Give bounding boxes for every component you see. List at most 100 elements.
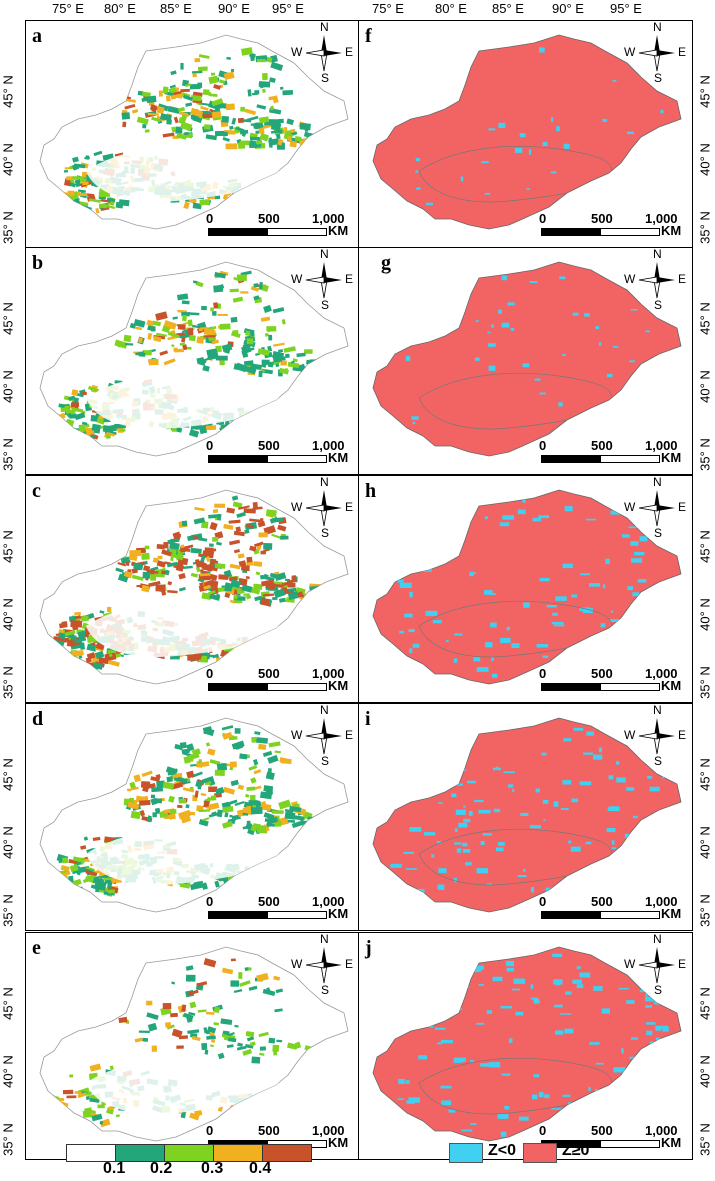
compass-n: N [653, 932, 662, 946]
north-arrow: N S W E [291, 933, 354, 997]
panel-label: b [32, 252, 44, 274]
scale-bar: 0 500 1,000 KM [206, 211, 348, 239]
compass-e: E [345, 500, 354, 514]
panel-label: c [32, 480, 41, 502]
compass-w: W [291, 728, 303, 742]
lat-tick-label: 40° N [0, 598, 16, 631]
north-arrow: N S W E [624, 932, 687, 997]
scale-zero: 0 [206, 1123, 214, 1138]
scale-unit: KM [661, 1135, 682, 1150]
compass-icon [638, 35, 675, 72]
lon-tick-label: 75° E [372, 1, 404, 16]
compass-icon [305, 35, 342, 72]
lat-tick-label: 40° N [697, 826, 713, 859]
scale-zero: 0 [539, 666, 547, 681]
compass-w: W [624, 728, 636, 742]
lat-tick-label: 45° N [0, 987, 16, 1020]
compass-s: S [321, 526, 330, 540]
scale-zero: 0 [206, 438, 214, 453]
lon-tick-label: 95° E [610, 1, 642, 16]
lat-tick-label: 35° N [0, 666, 16, 699]
compass-e: E [678, 957, 687, 971]
panel-label: i [365, 708, 371, 730]
compass-e: E [678, 45, 687, 59]
scale-max: 1,000 [312, 894, 345, 909]
lat-tick-label: 35° N [697, 894, 713, 927]
scale-zero: 0 [539, 211, 547, 226]
compass-s: S [654, 526, 663, 540]
compass-e: E [678, 500, 687, 514]
compass-w: W [624, 957, 636, 971]
compass-n: N [653, 20, 662, 34]
compass-w: W [291, 272, 303, 286]
legend-value-3: 0.4 [249, 1160, 272, 1177]
lon-tick-label: 85° E [492, 1, 524, 16]
compass-s: S [321, 754, 330, 768]
compass-n: N [320, 475, 329, 489]
z-negative-label: Z<0 [488, 1142, 517, 1159]
scale-unit: KM [661, 223, 682, 238]
scale-mid: 500 [258, 894, 280, 909]
lon-tick-label: 95° E [272, 1, 304, 16]
scale-zero: 0 [206, 894, 214, 909]
lat-tick-label: 35° N [0, 894, 16, 927]
scale-unit: KM [328, 1135, 349, 1150]
vegetation-map [39, 489, 349, 685]
vegetation-map [39, 34, 349, 230]
compass-e: E [678, 272, 687, 286]
lat-tick-label: 35° N [697, 211, 713, 244]
scale-max: 1,000 [312, 1123, 345, 1138]
lat-tick-label: 35° N [697, 666, 713, 699]
scale-zero: 0 [539, 438, 547, 453]
compass-icon [638, 490, 675, 527]
lat-tick-label: 40° N [697, 1055, 713, 1088]
compass-w: W [624, 272, 636, 286]
compass-s: S [654, 298, 663, 312]
compass-e: E [345, 728, 354, 742]
lon-tick-label: 80° E [104, 1, 136, 16]
scale-zero: 0 [539, 1123, 547, 1138]
compass-e: E [345, 45, 354, 59]
compass-s: S [321, 71, 330, 85]
north-arrow: N S W E [291, 704, 354, 768]
lat-tick-label: 45° N [697, 987, 713, 1020]
scale-unit: KM [661, 678, 682, 693]
panel-h: h N S W E 0 500 1,000 KM [358, 475, 693, 703]
lat-tick-label: 40° N [0, 370, 16, 403]
compass-e: E [678, 728, 687, 742]
lat-tick-label: 40° N [0, 1055, 16, 1088]
compass-e: E [345, 957, 354, 971]
panel-label: j [365, 937, 372, 959]
scale-mid: 500 [591, 894, 613, 909]
north-arrow: N S W E [624, 476, 687, 540]
legend-value-2: 0.3 [201, 1160, 224, 1177]
north-arrow: N S W E [624, 704, 687, 768]
lon-tick-label: 75° E [52, 1, 84, 16]
lat-tick-label: 45° N [0, 530, 16, 563]
scale-zero: 0 [206, 666, 214, 681]
north-arrow: N S W E [624, 248, 687, 312]
lat-tick-label: 40° N [0, 826, 16, 859]
compass-icon [638, 718, 675, 755]
compass-icon [305, 947, 342, 984]
lat-tick-label: 45° N [697, 302, 713, 335]
scale-max: 1,000 [645, 438, 678, 453]
compass-w: W [291, 500, 303, 514]
lat-tick-label: 35° N [0, 1123, 16, 1156]
trend-map [372, 261, 682, 457]
trend-map [372, 946, 682, 1142]
north-arrow: N S W E [624, 20, 687, 85]
scale-mid: 500 [591, 211, 613, 226]
scale-bar: 0 500 1,000 KM [539, 894, 681, 922]
scale-unit: KM [328, 906, 349, 921]
scale-bar: 0 500 1,000 KM [206, 438, 348, 466]
panel-b: b N S W E 0 500 1,000 KM [25, 247, 360, 475]
compass-w: W [291, 45, 303, 59]
scale-mid: 500 [591, 1123, 613, 1138]
compass-s: S [321, 298, 330, 312]
lon-tick-label: 90° E [218, 1, 250, 16]
scale-bar: 0 500 1,000 KM [539, 438, 681, 466]
lat-tick-label: 45° N [697, 530, 713, 563]
lat-tick-label: 40° N [697, 143, 713, 176]
lat-tick-label: 35° N [0, 211, 16, 244]
